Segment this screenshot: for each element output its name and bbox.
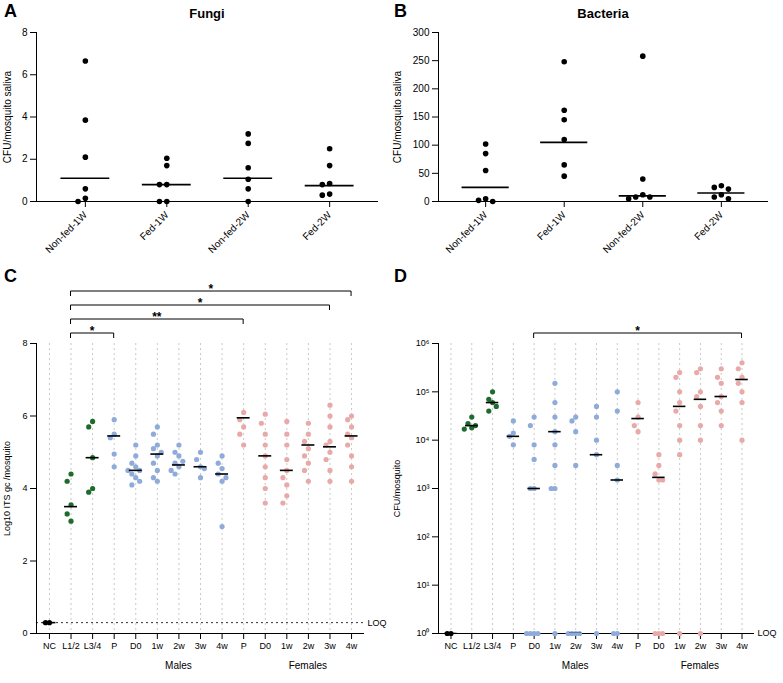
svg-text:250: 250 [413, 55, 430, 66]
svg-text:2w: 2w [173, 641, 185, 651]
svg-text:Non-fed-2W: Non-fed-2W [601, 209, 647, 255]
svg-text:4: 4 [22, 111, 28, 122]
svg-text:**: ** [152, 310, 162, 324]
svg-text:1w: 1w [674, 641, 686, 651]
svg-text:D0: D0 [653, 641, 665, 651]
svg-text:10¹: 10¹ [416, 580, 429, 590]
svg-text:2: 2 [22, 556, 27, 566]
svg-text:8: 8 [22, 27, 28, 38]
svg-text:*: * [208, 282, 213, 296]
svg-text:L3/4: L3/4 [484, 641, 502, 651]
svg-text:10⁴: 10⁴ [416, 435, 430, 445]
html-text:A: A [4, 1, 17, 21]
svg-text:4w: 4w [346, 641, 358, 651]
svg-text:NC: NC [43, 641, 56, 651]
svg-text:10³: 10³ [416, 483, 429, 493]
svg-text:10⁵: 10⁵ [416, 387, 430, 397]
svg-text:CFU/mosquito saliva: CFU/mosquito saliva [392, 70, 403, 163]
svg-text:2w: 2w [570, 641, 582, 651]
svg-text:0: 0 [22, 196, 28, 207]
svg-text:D0: D0 [130, 641, 142, 651]
svg-text:2w: 2w [695, 641, 707, 651]
svg-text:6: 6 [22, 411, 27, 421]
svg-text:L3/4: L3/4 [84, 641, 102, 651]
svg-text:1w: 1w [549, 641, 561, 651]
svg-text:Males: Males [165, 660, 192, 671]
svg-text:10⁶: 10⁶ [416, 338, 430, 348]
svg-text:P: P [241, 641, 247, 651]
svg-text:P: P [111, 641, 117, 651]
svg-text:4w: 4w [736, 641, 748, 651]
svg-text:P: P [510, 641, 516, 651]
svg-text:*: * [635, 324, 640, 338]
svg-text:L1/2: L1/2 [62, 641, 80, 651]
svg-text:Non-fed-2W: Non-fed-2W [206, 209, 252, 255]
svg-text:Females: Females [289, 660, 327, 671]
svg-text:2: 2 [22, 153, 28, 164]
svg-text:P: P [635, 641, 641, 651]
svg-text:150: 150 [413, 111, 430, 122]
svg-text:Females: Females [681, 660, 719, 671]
svg-text:Fungi: Fungi [189, 6, 224, 21]
svg-text:CFU/mosquito: CFU/mosquito [392, 460, 402, 518]
svg-text:1w: 1w [281, 641, 293, 651]
svg-text:D0: D0 [528, 641, 540, 651]
svg-text:3w: 3w [195, 641, 207, 651]
svg-text:NC: NC [444, 641, 457, 651]
svg-text:4w: 4w [216, 641, 228, 651]
html-text:D: D [394, 266, 407, 286]
svg-text:L1/2: L1/2 [463, 641, 481, 651]
svg-text:3w: 3w [591, 641, 603, 651]
svg-text:0: 0 [424, 196, 430, 207]
svg-text:*: * [198, 296, 203, 310]
svg-text:Fed-1W: Fed-1W [535, 209, 568, 242]
svg-text:300: 300 [413, 27, 430, 38]
svg-text:4: 4 [22, 483, 27, 493]
svg-text:0: 0 [22, 628, 27, 638]
svg-text:Bacteria: Bacteria [577, 6, 629, 21]
html-text:C: C [4, 266, 17, 286]
svg-text:3w: 3w [715, 641, 727, 651]
svg-text:Non-fed-1W: Non-fed-1W [43, 209, 89, 255]
svg-text:6: 6 [22, 69, 28, 80]
svg-text:Log10 ITS gc /mosquito: Log10 ITS gc /mosquito [2, 441, 12, 536]
svg-text:*: * [90, 324, 95, 338]
svg-text:2w: 2w [303, 641, 315, 651]
svg-text:50: 50 [418, 168, 430, 179]
svg-text:CFU/mosquito saliva: CFU/mosquito saliva [2, 70, 13, 163]
svg-text:Non-fed-1W: Non-fed-1W [443, 209, 489, 255]
svg-text:D0: D0 [259, 641, 271, 651]
svg-text:Fed-2W: Fed-2W [300, 209, 333, 242]
svg-text:3w: 3w [324, 641, 336, 651]
svg-text:LOQ: LOQ [758, 628, 777, 638]
svg-text:100: 100 [413, 139, 430, 150]
svg-text:Fed-2W: Fed-2W [692, 209, 725, 242]
svg-text:200: 200 [413, 83, 430, 94]
svg-text:Males: Males [562, 660, 589, 671]
html-text:B: B [394, 1, 407, 21]
svg-text:10²: 10² [416, 532, 429, 542]
svg-text:1w: 1w [152, 641, 164, 651]
svg-text:LOQ: LOQ [368, 618, 387, 628]
svg-text:10⁰: 10⁰ [416, 628, 429, 638]
svg-text:Fed-1W: Fed-1W [138, 209, 171, 242]
svg-text:8: 8 [22, 338, 27, 348]
svg-text:4w: 4w [612, 641, 624, 651]
